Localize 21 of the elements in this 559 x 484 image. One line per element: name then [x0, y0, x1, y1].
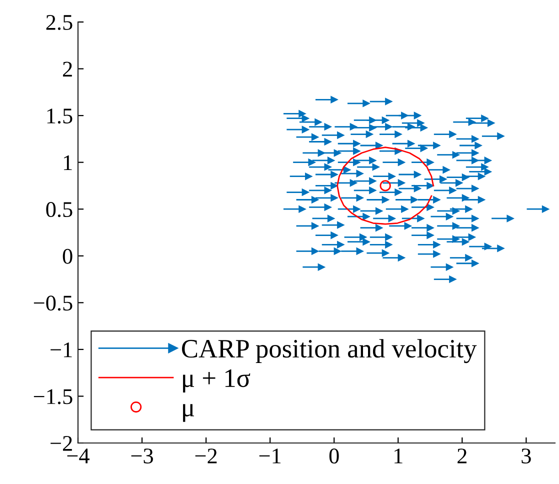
x-tick-label: −3 — [131, 448, 153, 464]
x-tick-label: −2 — [195, 448, 217, 464]
x-tick-label: −4 — [67, 448, 90, 464]
y-tick-label: −2 — [50, 436, 72, 451]
y-tick-label: 1.5 — [47, 108, 72, 124]
y-tick-label: 2.5 — [46, 14, 72, 30]
x-tick-label: 1 — [394, 448, 402, 464]
x-tick-label: −1 — [259, 448, 281, 464]
y-tick-label: 1 — [64, 155, 72, 170]
y-tick-label: 0.5 — [46, 202, 72, 218]
y-tick-label: −1.5 — [34, 389, 72, 404]
legend-label: μ — [183, 404, 194, 422]
legend-label: CARP position and velocity — [182, 339, 477, 364]
legend-label: μ + 1σ — [183, 369, 250, 392]
y-tick-label: −0.5 — [34, 296, 72, 311]
y-tick-label: 0 — [62, 248, 72, 264]
y-tick-label: −1 — [50, 342, 72, 358]
x-tick-label: 3 — [522, 448, 531, 464]
y-tick-label: 2 — [63, 62, 72, 76]
x-tick-label: 0 — [329, 448, 339, 464]
x-tick-label: 2 — [458, 448, 466, 464]
